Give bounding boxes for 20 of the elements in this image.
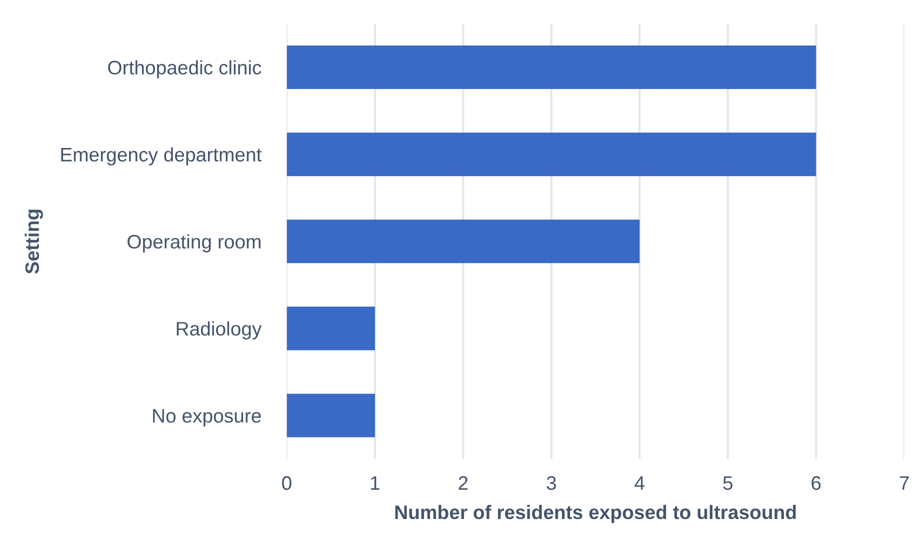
- x-tick-label: 1: [371, 476, 380, 490]
- bar: [286, 306, 375, 350]
- y-tick-label: No exposure: [153, 409, 261, 427]
- x-axis-title: Number of residents exposed to ultrasound: [395, 504, 796, 524]
- x-tick-label: 5: [723, 476, 732, 490]
- x-tick-label: 4: [634, 476, 644, 490]
- bar: [286, 132, 816, 176]
- y-axis-title: Setting: [24, 210, 43, 274]
- x-tick-label: 6: [812, 476, 821, 490]
- x-tick-label: 2: [458, 476, 468, 490]
- x-tick-label: 7: [900, 476, 909, 490]
- bar: [286, 46, 816, 90]
- y-tick-label: Orthopaedic clinic: [108, 60, 262, 78]
- x-tick-label: 3: [546, 476, 556, 490]
- y-tick-label: Operating room: [128, 234, 260, 252]
- y-tick-label: Emergency department: [61, 147, 262, 166]
- y-tick-label: Radiology: [176, 321, 262, 340]
- bar: [286, 394, 375, 438]
- bar: [286, 220, 640, 264]
- x-tick-label: 0: [282, 476, 292, 490]
